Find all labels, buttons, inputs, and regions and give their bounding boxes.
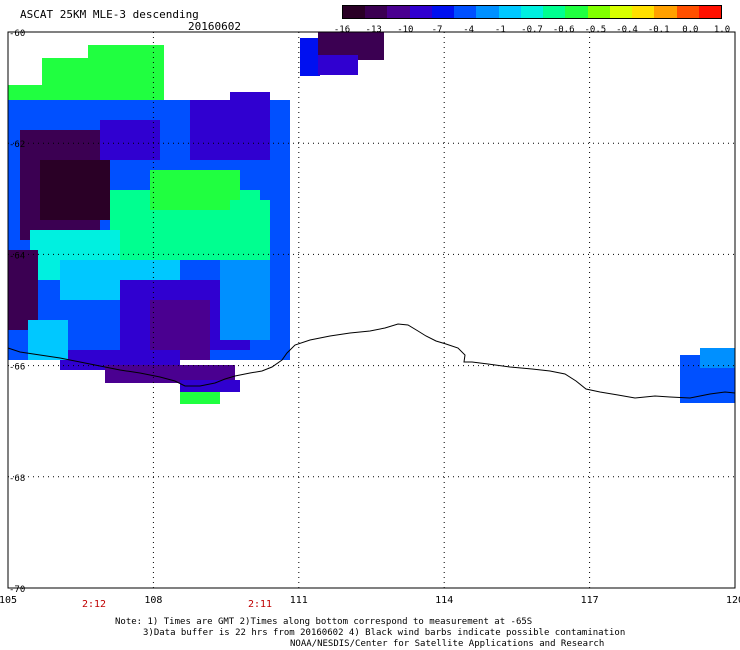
swath-cell [230,92,270,112]
swath-cell [40,160,110,220]
swath-cell [220,260,270,340]
swath-cell [180,380,240,392]
color-scale-segment [698,6,721,18]
swath-cell [230,200,270,260]
swath-cell [700,348,735,368]
latitude-label: -66 [9,363,25,373]
wind-swath-data [8,32,735,404]
date-label: 20160602 [188,20,241,33]
swath-cell [88,45,164,65]
longitude-label: 105 [0,595,17,606]
color-scale-segment [654,6,677,18]
color-scale-label: -7 [431,25,443,35]
latitude-label: -68 [9,474,25,484]
color-scale-label: 1.0 [713,25,731,35]
color-scale-segment [543,6,566,18]
color-scale-label: 0.0 [682,25,699,35]
color-scale-segment [409,6,432,18]
color-scale-label: -10 [397,25,414,35]
color-scale-label: -0.1 [647,25,670,35]
latitude-label: -62 [9,140,25,150]
color-scale-segment [632,6,655,18]
swath-cell [100,120,160,160]
color-scale-segment [387,6,410,18]
longitude-label: 114 [435,595,453,606]
color-scale-label: -13 [365,25,382,35]
color-scale-segment [476,6,499,18]
color-scale-segment [565,6,588,18]
latitude-label: -64 [9,251,25,261]
swath-cell [300,38,320,76]
note-line-2: 3)Data buffer is 22 hrs from 20160602 4)… [143,628,626,638]
color-scale-segment [343,6,366,18]
color-scale-label: -0.4 [616,25,638,35]
color-scale-segment [498,6,521,18]
swath-cell [318,55,358,75]
color-scale-label: -0.6 [552,25,575,35]
color-scale-segment [520,6,544,18]
color-scale-segment [431,6,455,18]
swath-cell [150,170,240,210]
note-line-1: Note: 1) Times are GMT 2)Times along bot… [115,617,533,627]
color-scale-label: -0.5 [584,25,607,35]
longitude-label: 120 [726,595,740,606]
color-scale-label: -0.7 [521,25,543,35]
longitude-label: 108 [144,595,162,606]
color-scale-label: -4 [463,25,475,35]
axis-labels: 105 108 111 114 117 120 -60 -62 -64 -66 -68 -70 [0,29,740,606]
color-scale-segment [454,6,477,18]
swath-cell [105,365,235,383]
color-scale-labels: -16 -13 -10 -7 -4 -1 -0.7 -0.6 -0.5 -0.4 -0.1 0.0 1.… [334,25,730,37]
longitude-label: 111 [290,595,308,606]
color-scale-segment [365,6,388,18]
color-scale-segment [609,6,633,18]
time-label-2: 2:11 [248,599,273,610]
color-scale-label: -16 [333,25,351,35]
longitude-label: 117 [581,595,599,606]
antarctic-coastline [7,323,736,399]
plot-frame [7,31,736,589]
note-line-3: NOAA/NESDIS/Center for Satellite Applica… [290,639,605,649]
chart-title: ASCAT 25KM MLE-3 descending [20,8,199,21]
latitude-label: -70 [9,585,25,595]
latitude-label: -60 [9,29,25,39]
swath-cell [28,320,68,360]
swath-cell [180,392,220,404]
swath-cell [8,250,38,330]
color-scale-label: -1 [494,25,506,35]
color-scale-bar [342,5,722,19]
color-scale-segment [587,6,610,18]
time-label-1: 2:12 [82,599,107,610]
color-scale-segment [676,6,699,18]
